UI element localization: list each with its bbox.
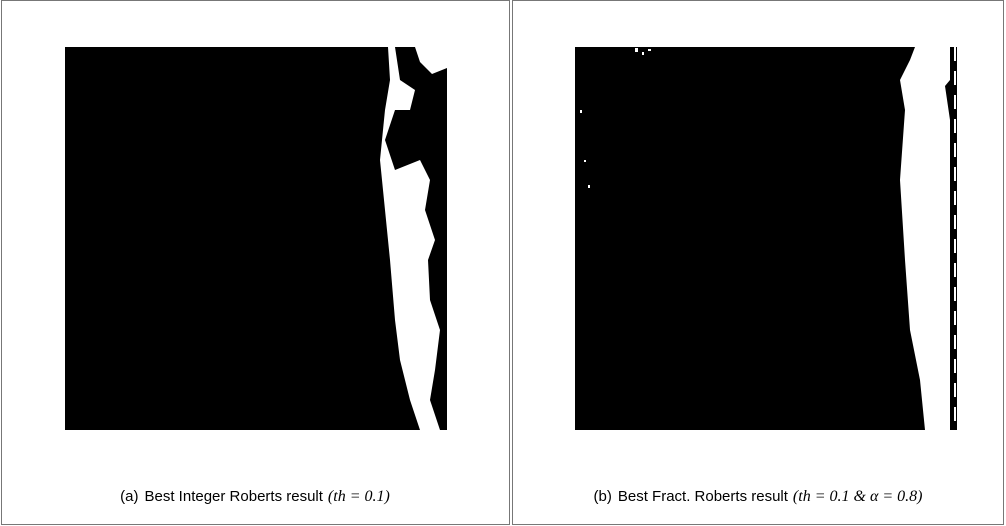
- caption-label: (a): [120, 488, 138, 505]
- result-image-a: [65, 47, 447, 430]
- caption: (b) Best Fract. Roberts result(th = 0.1 &…: [594, 488, 923, 505]
- figure: (a) Best Integer Roberts result(th = 0.1)…: [0, 0, 1006, 526]
- caption-text: Best Fract. Roberts result: [618, 488, 789, 505]
- caption-math: (th = 0.1 & α = 0.8): [793, 488, 923, 505]
- result-image-b: [575, 47, 957, 430]
- caption-math: (th = 0.1): [328, 488, 390, 505]
- caption-text: Best Integer Roberts result: [145, 488, 324, 505]
- caption-label: (b): [594, 488, 612, 505]
- caption: (a) Best Integer Roberts result(th = 0.1): [120, 488, 390, 505]
